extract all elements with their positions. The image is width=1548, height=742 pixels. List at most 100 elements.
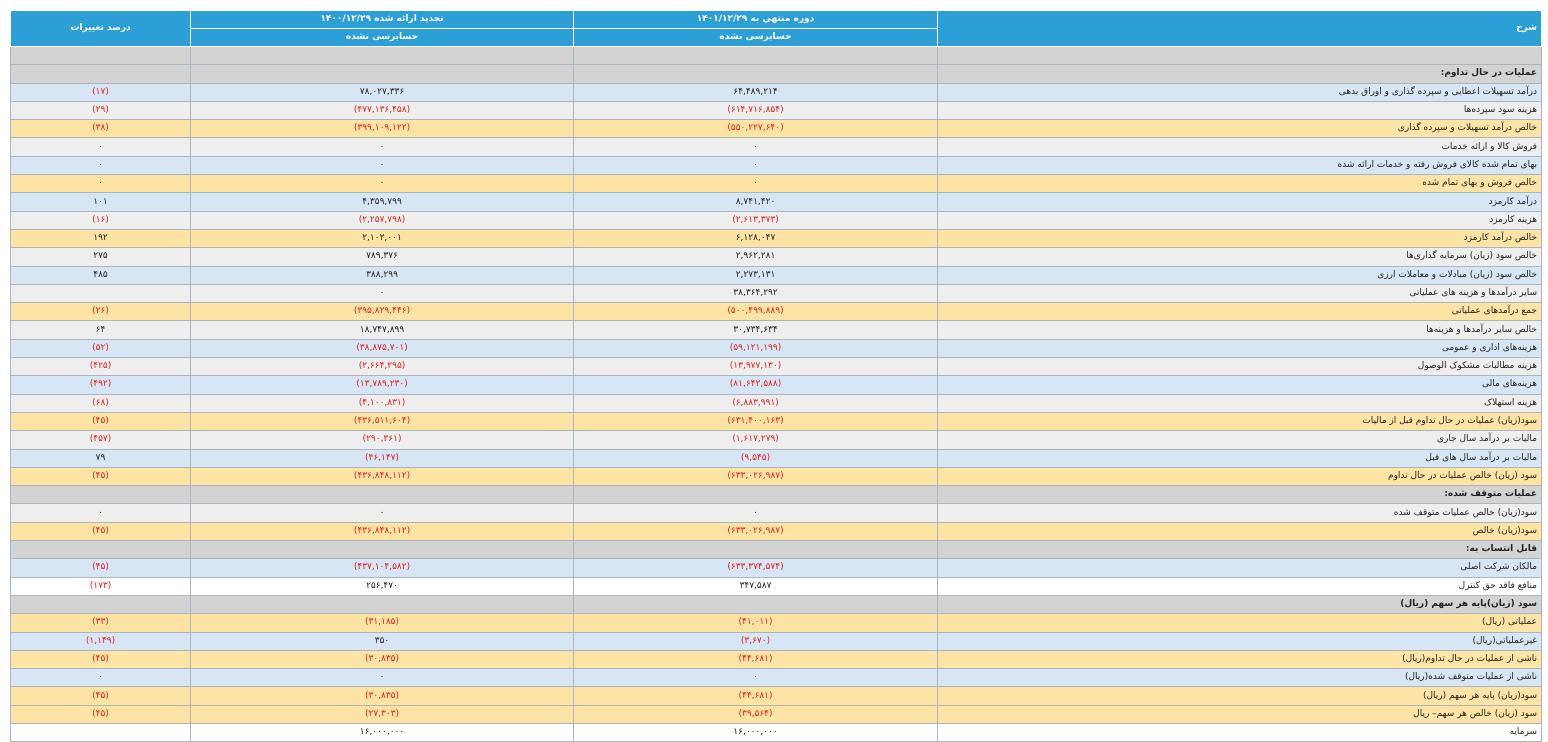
change-percent-value: (۱,۱۴۹): [10, 631, 191, 651]
current-period-value: ۰: [573, 668, 938, 688]
table-row: مالیات بر درآمد سال های قبل (۹,۵۴۵) (۴۶,۱۴…: [10, 448, 1542, 468]
current-period-value: (۲,۶۱۳,۳۷۳): [573, 210, 938, 230]
table-row: خالص فروش و بهای تمام شده ۰ ۰ ۰: [10, 174, 1542, 194]
table-row: سود(زیان) عملیات در حال تداوم قبل از مال…: [10, 411, 1542, 432]
change-percent-value: (۳۸): [10, 119, 191, 139]
row-description: قابل انتساب به:: [937, 540, 1542, 560]
current-period-value: (۳,۶۷۰): [573, 631, 938, 651]
row-description: خالص سود (زیان) مبادلات و معاملات ارزی: [937, 265, 1542, 285]
change-percent-value: ۰: [10, 668, 191, 688]
previous-period-value: (۴۳۶,۵۱۱,۶۰۴): [190, 411, 574, 432]
previous-period-value: ۰: [190, 174, 574, 194]
row-description: هزینه سود سپرده‌ها: [937, 100, 1542, 121]
row-description: فروش کالا و ارائه خدمات: [937, 137, 1542, 157]
header-previous-audit-status: حسابرسی نشده: [190, 28, 574, 47]
row-description: خالص درآمد کارمزد: [937, 228, 1542, 249]
income-statement-table: شرح دوره منتهي به ۱۴۰۱/۱۲/۲۹ تجدید ارائه…: [10, 10, 1542, 742]
previous-period-value: (۴۶,۱۴۷): [190, 448, 574, 468]
current-period-value: (۳۹,۵۶۴): [573, 704, 938, 724]
previous-period-value: ۳۸۸,۲۹۹: [190, 265, 574, 285]
section-blank-cell: [10, 540, 191, 560]
change-percent-value: (۳۳): [10, 613, 191, 633]
change-percent-value: (۲۹): [10, 100, 191, 121]
current-period-value: ۰: [573, 174, 938, 194]
previous-period-value: (۲۹۰,۳۶۱): [190, 430, 574, 450]
change-percent-value: (۴۵): [10, 649, 191, 670]
row-description: غیرعملیاتی(ریال): [937, 631, 1542, 651]
current-period-value: ۶,۱۲۸,۰۴۷: [573, 228, 938, 249]
current-period-value: (۵۹,۱۲۱,۱۹۹): [573, 338, 938, 359]
row-description: خالص فروش و بهای تمام شده: [937, 174, 1542, 194]
row-description: سود (زیان)پایه هر سهم (ریال): [937, 594, 1542, 615]
row-description: مالکان شرکت اصلی: [937, 558, 1542, 578]
table-row: غیرعملیاتی(ریال) (۳,۶۷۰) ۳۵۰ (۱,۱۴۹): [10, 631, 1542, 651]
spacer-row: [10, 45, 1542, 66]
row-description: مالیات بر درآمد سال جاری: [937, 430, 1542, 450]
previous-period-value: (۳۸,۸۷۵,۷۰۱): [190, 338, 574, 359]
previous-period-value: ۰: [190, 668, 574, 688]
table-row: هزینه استهلاک (۶,۸۸۳,۹۹۱) (۴,۱۰۰,۸۳۱) (۶۸): [10, 393, 1542, 413]
table-row: سود(زیان) خالص (۶۳۳,۰۲۶,۹۸۷) (۴۳۶,۸۴۸,۱۱۲)…: [10, 521, 1542, 542]
previous-period-value: ۰: [190, 155, 574, 176]
spacer-cell: [10, 45, 191, 66]
change-percent-value: (۴۹۲): [10, 375, 191, 395]
section-blank-cell: [573, 64, 938, 84]
table-row: مالیات بر درآمد سال جاری (۱,۶۱۷,۲۷۹) (۲۹۰,…: [10, 430, 1542, 450]
change-percent-value: (۵۲): [10, 338, 191, 359]
current-period-value: ۲,۲۷۳,۱۳۱: [573, 265, 938, 285]
row-description: سود (زیان) خالص هر سهم– ریال: [937, 704, 1542, 724]
row-description: عملیات متوقف شده:: [937, 485, 1542, 505]
current-period-value: (۵۵۰,۲۲۷,۶۴۰): [573, 119, 938, 139]
change-percent-value: ۰: [10, 174, 191, 194]
row-description: هزینه‌های اداری و عمومی: [937, 338, 1542, 359]
change-percent-value: (۴۵): [10, 411, 191, 432]
row-description: سود(زیان) خالص: [937, 521, 1542, 542]
row-description: سود (زیان) خالص عملیات در حال تداوم: [937, 466, 1542, 487]
table-row: هزینه مطالبات مشکوک الوصول (۱۳,۹۷۷,۱۳۰) (۲…: [10, 357, 1542, 377]
previous-period-value: (۳۰,۸۳۵): [190, 686, 574, 706]
previous-period-value: (۴,۱۰۰,۸۳۱): [190, 393, 574, 413]
row-description: عملیات در حال تداوم:: [937, 64, 1542, 84]
previous-period-value: ۰: [190, 283, 574, 304]
current-period-value: ۶۴,۴۸۹,۲۱۴: [573, 82, 938, 102]
header-current-audit-status: حسابرسی نشده: [573, 28, 938, 47]
table-row: خالص سود (زیان) سرمایه گذاری‌ها ۲,۹۶۲,۲۸۱…: [10, 247, 1542, 267]
table-row: فروش کالا و ارائه خدمات ۰ ۰ ۰: [10, 137, 1542, 157]
row-description: سود(زیان) عملیات در حال تداوم قبل از مال…: [937, 411, 1542, 432]
change-percent-value: (۴۵): [10, 704, 191, 724]
table-row: درآمد کارمزد ۸,۷۴۱,۴۲۰ ۴,۳۵۹,۷۹۹ ۱۰۱: [10, 192, 1542, 212]
table-row: خالص سایر درآمدها و هزینه‌ها ۳۰,۷۳۴,۶۳۴ ۱۸…: [10, 320, 1542, 340]
row-description: جمع درآمدهای عملیاتی: [937, 302, 1542, 322]
previous-period-value: ۰: [190, 137, 574, 157]
table-row: سود (زیان) خالص هر سهم– ریال (۳۹,۵۶۴) (۲۷,…: [10, 704, 1542, 724]
row-description: منافع فاقد حق کنترل: [937, 576, 1542, 596]
current-period-value: (۶۳۱,۴۰۰,۱۶۳): [573, 411, 938, 432]
change-percent-value: (۴۵): [10, 521, 191, 542]
row-description: عملیاتی (ریال): [937, 613, 1542, 633]
row-description: درآمد کارمزد: [937, 192, 1542, 212]
row-description: ناشی از عملیات متوقف شده(ریال): [937, 668, 1542, 688]
table-row: هزینه کارمزد (۲,۶۱۳,۳۷۳) (۲,۲۵۷,۷۹۸) (۱۶): [10, 210, 1542, 230]
section-header-row: عملیات متوقف شده:: [10, 485, 1542, 505]
table-row: درآمد تسهیلات اعطایی و سپرده گذاری و اور…: [10, 82, 1542, 102]
row-description: هزینه کارمزد: [937, 210, 1542, 230]
spacer-cell: [573, 45, 938, 66]
change-percent-value: [10, 283, 191, 304]
row-description: مالیات بر درآمد سال های قبل: [937, 448, 1542, 468]
change-percent-value: ۰: [10, 137, 191, 157]
row-description: سود(زیان) خالص عملیات متوقف شده: [937, 503, 1542, 523]
current-period-value: (۸۱,۶۴۲,۵۸۸): [573, 375, 938, 395]
current-period-value: (۶۳۳,۳۷۴,۵۷۴): [573, 558, 938, 578]
previous-period-value: ۱۶,۰۰۰,۰۰۰: [190, 722, 574, 742]
current-period-value: (۴۱,۰۱۱): [573, 613, 938, 633]
row-description: خالص سود (زیان) سرمایه گذاری‌ها: [937, 247, 1542, 267]
change-percent-value: ۶۴: [10, 320, 191, 340]
table-header: شرح دوره منتهي به ۱۴۰۱/۱۲/۲۹ تجدید ارائه…: [10, 10, 1542, 47]
table-row: خالص سود (زیان) مبادلات و معاملات ارزی ۲,…: [10, 265, 1542, 285]
previous-period-value: ۳۵۰: [190, 631, 574, 651]
table-row: منافع فاقد حق کنترل ۳۴۷,۵۸۷ ۲۵۶,۴۷۰ (۱۷۳): [10, 576, 1542, 596]
previous-period-value: (۴۳۷,۱۰۴,۵۸۲): [190, 558, 574, 578]
table-row: بهای تمام شده کالای فروش رفته و خدمات ار…: [10, 155, 1542, 176]
change-percent-value: (۴۵۷): [10, 430, 191, 450]
table-row: سرمایه ۱۶,۰۰۰,۰۰۰ ۱۶,۰۰۰,۰۰۰: [10, 722, 1542, 742]
